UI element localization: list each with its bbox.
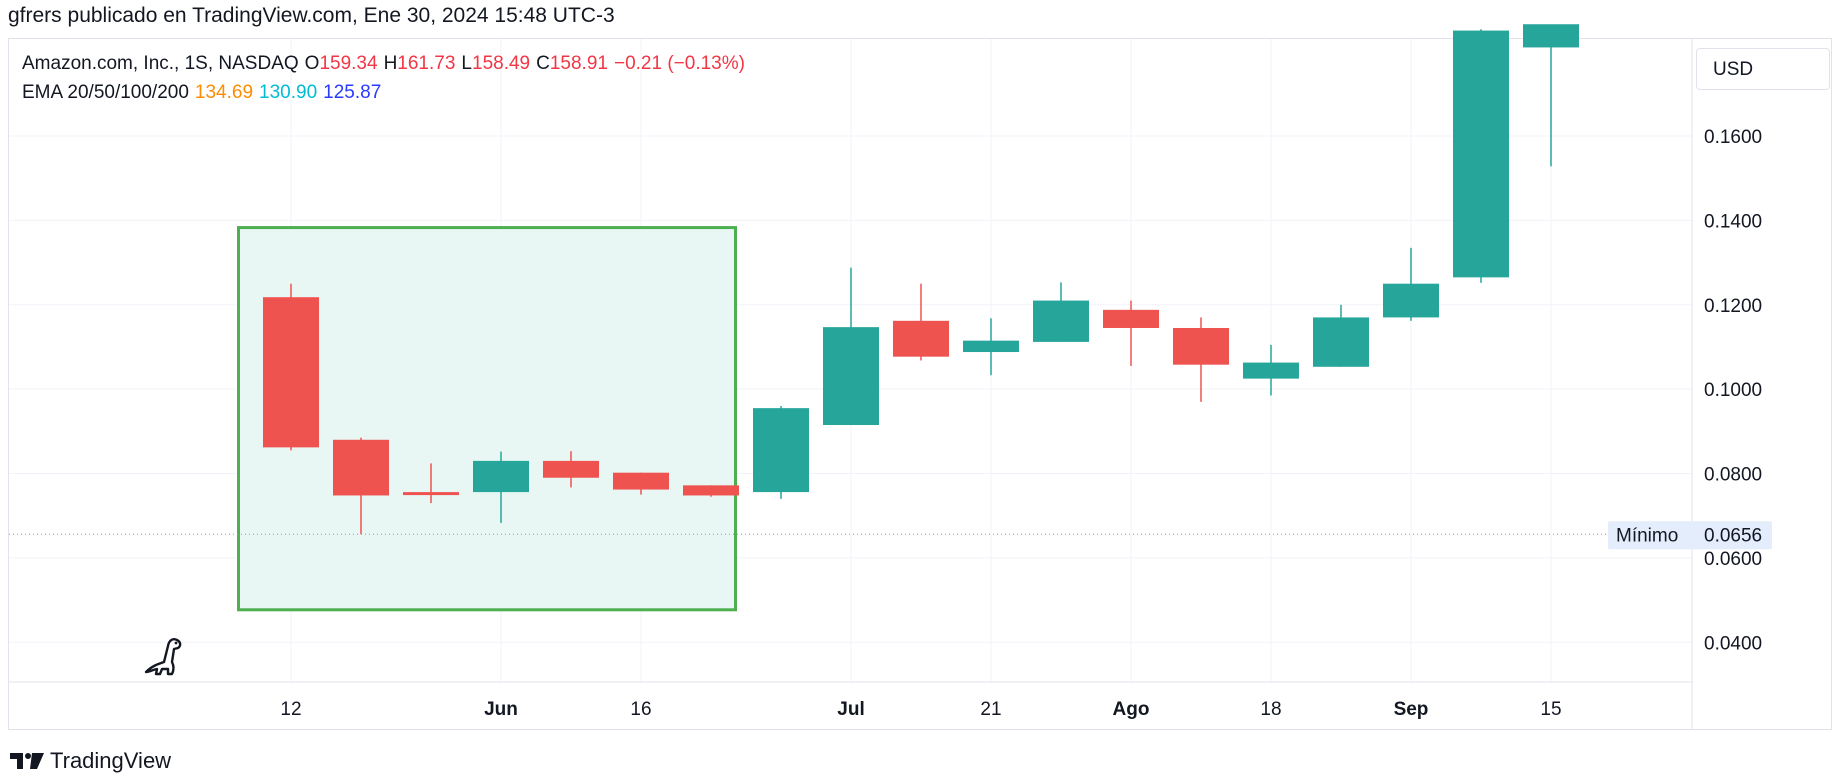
time-tick-label: 21 [980, 699, 1001, 720]
ema-label: EMA 20/50/100/200 [22, 82, 189, 103]
symbol-title[interactable]: Amazon.com, Inc., 1S, NASDAQ [22, 53, 299, 74]
candle-body [683, 485, 739, 496]
ohlc-legend: Amazon.com, Inc., 1S, NASDAQ O159.34 H161.… [22, 53, 751, 75]
candle-body [543, 460, 599, 478]
price-axis[interactable]: 0.0400 0.0600 0.0800 0.1000 0.1200 0.1400 0.16… [1691, 39, 1762, 730]
time-tick-label: 12 [280, 699, 301, 720]
close-label: C [536, 53, 550, 74]
price-tick-label: 0.1000 [1704, 380, 1762, 401]
min-price-tag [1608, 521, 1772, 550]
high-value: 161.73 [397, 53, 456, 74]
open-value: 159.34 [319, 53, 378, 74]
low-value: 158.49 [472, 53, 531, 74]
ema100-value: 125.87 [323, 82, 382, 103]
open-label: O [304, 53, 320, 74]
chart-frame[interactable] [8, 38, 1832, 730]
candle-body [1453, 30, 1509, 278]
footer-brand-text: TradingView [50, 748, 172, 773]
ema20-value: 134.69 [194, 82, 254, 103]
min-price-value: 0.0656 [1704, 525, 1762, 546]
price-tick-label: 0.0600 [1704, 549, 1762, 570]
candle-body [1523, 24, 1579, 48]
time-axis[interactable]: 12 Jun 16 Jul 21 Ago 18 Sep 15 [9, 681, 1692, 720]
candle-body [753, 408, 809, 493]
candle-body [963, 340, 1019, 353]
publisher-line: gfrers publicado en TradingView.com, Ene… [8, 4, 615, 27]
candle-body [1103, 309, 1159, 328]
highlight-box [237, 226, 737, 612]
time-tick-label: 18 [1260, 699, 1281, 720]
candles-layer [263, 24, 1579, 535]
candle-body [823, 327, 879, 426]
price-tick-label: 0.0400 [1704, 633, 1762, 654]
time-tick-label: Ago [1113, 699, 1150, 720]
candle-body [333, 439, 389, 496]
min-price-label: Mínimo [1616, 525, 1678, 546]
candle-body [403, 492, 459, 496]
time-tick-label: 16 [630, 699, 651, 720]
candle-body [263, 297, 319, 448]
time-tick-label: Jun [484, 699, 518, 720]
price-tick-label: 0.0800 [1704, 465, 1762, 486]
candle-body [1173, 327, 1229, 365]
currency-button[interactable]: USD [1696, 48, 1830, 90]
change-value: −0.21 (−0.13%) [613, 53, 745, 74]
candle-body [473, 460, 529, 493]
time-tick-label: Sep [1394, 699, 1429, 720]
candle-body [893, 320, 949, 357]
candle-body [1383, 283, 1439, 318]
close-value: 158.91 [549, 53, 608, 74]
min-price-layer: Mínimo 0.0656 [9, 521, 1772, 550]
price-tick-label: 0.1600 [1704, 127, 1762, 148]
ema50-value: 130.90 [259, 82, 318, 103]
price-tick-label: 0.1400 [1704, 211, 1762, 232]
low-label: L [461, 53, 472, 74]
time-tick-label: 15 [1540, 699, 1561, 720]
footer-brand[interactable]: TradingView [10, 748, 171, 774]
dinosaur-icon [144, 638, 182, 676]
high-label: H [383, 53, 398, 74]
candle-body [1033, 300, 1089, 342]
ema-legend[interactable]: EMA 20/50/100/200 134.69 130.90 125.87 [22, 82, 387, 104]
candle-body [1313, 317, 1369, 367]
time-tick-label: Jul [837, 699, 864, 720]
candle-body [1243, 362, 1299, 379]
highlight-box-layer [237, 226, 737, 612]
candle-body [613, 472, 669, 490]
tradingview-logo-icon [10, 753, 44, 769]
price-tick-label: 0.1200 [1704, 296, 1762, 317]
